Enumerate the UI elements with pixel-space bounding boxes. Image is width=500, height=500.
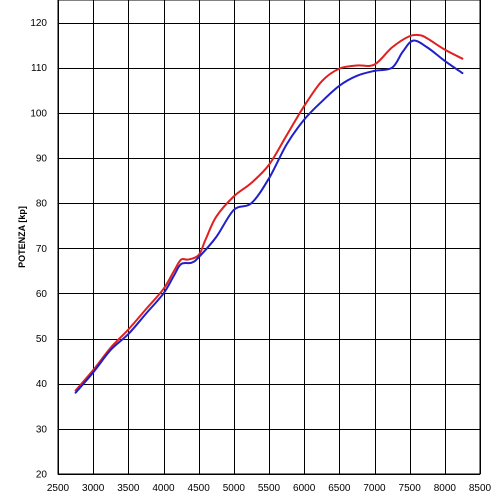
series-line-2 — [74, 39, 464, 394]
tick-labels: 2500 3000 3500 4000 4500 5000 5500 6000 6500 7000… — [30, 18, 491, 494]
x-tick-label: 6000 — [293, 483, 316, 494]
series — [74, 33, 464, 394]
grid — [57, 0, 481, 475]
y-tick-label: 60 — [36, 289, 48, 300]
y-axis-label: POTENZA [kp] — [17, 206, 27, 268]
y-tick-label: 110 — [31, 63, 47, 74]
x-tick-label: 7000 — [363, 483, 386, 494]
x-tick-label: 8000 — [434, 483, 457, 494]
x-tick-label: 4500 — [188, 483, 211, 494]
y-tick-label: 120 — [30, 18, 47, 29]
x-tick-label: 8500 — [469, 483, 492, 494]
x-tick-label: 5000 — [223, 483, 246, 494]
x-tick-label: 2500 — [47, 483, 70, 494]
y-tick-label: 90 — [36, 154, 48, 165]
x-tick-label: 4000 — [152, 483, 175, 494]
x-tick-label: 6500 — [328, 483, 351, 494]
y-tick-label: 80 — [36, 199, 48, 210]
x-tick-label: 3000 — [82, 483, 105, 494]
x-tick-label: 3500 — [117, 483, 140, 494]
y-tick-label: 100 — [30, 108, 47, 119]
x-tick-label: 5500 — [258, 483, 281, 494]
y-tick-label: 50 — [36, 334, 48, 345]
y-tick-label: 30 — [36, 424, 48, 435]
x-tick-label: 7500 — [399, 483, 422, 494]
y-tick-label: 20 — [36, 470, 48, 481]
series-line-1 — [74, 33, 464, 392]
y-tick-label: 40 — [36, 379, 48, 390]
y-tick-label: 70 — [36, 244, 48, 255]
